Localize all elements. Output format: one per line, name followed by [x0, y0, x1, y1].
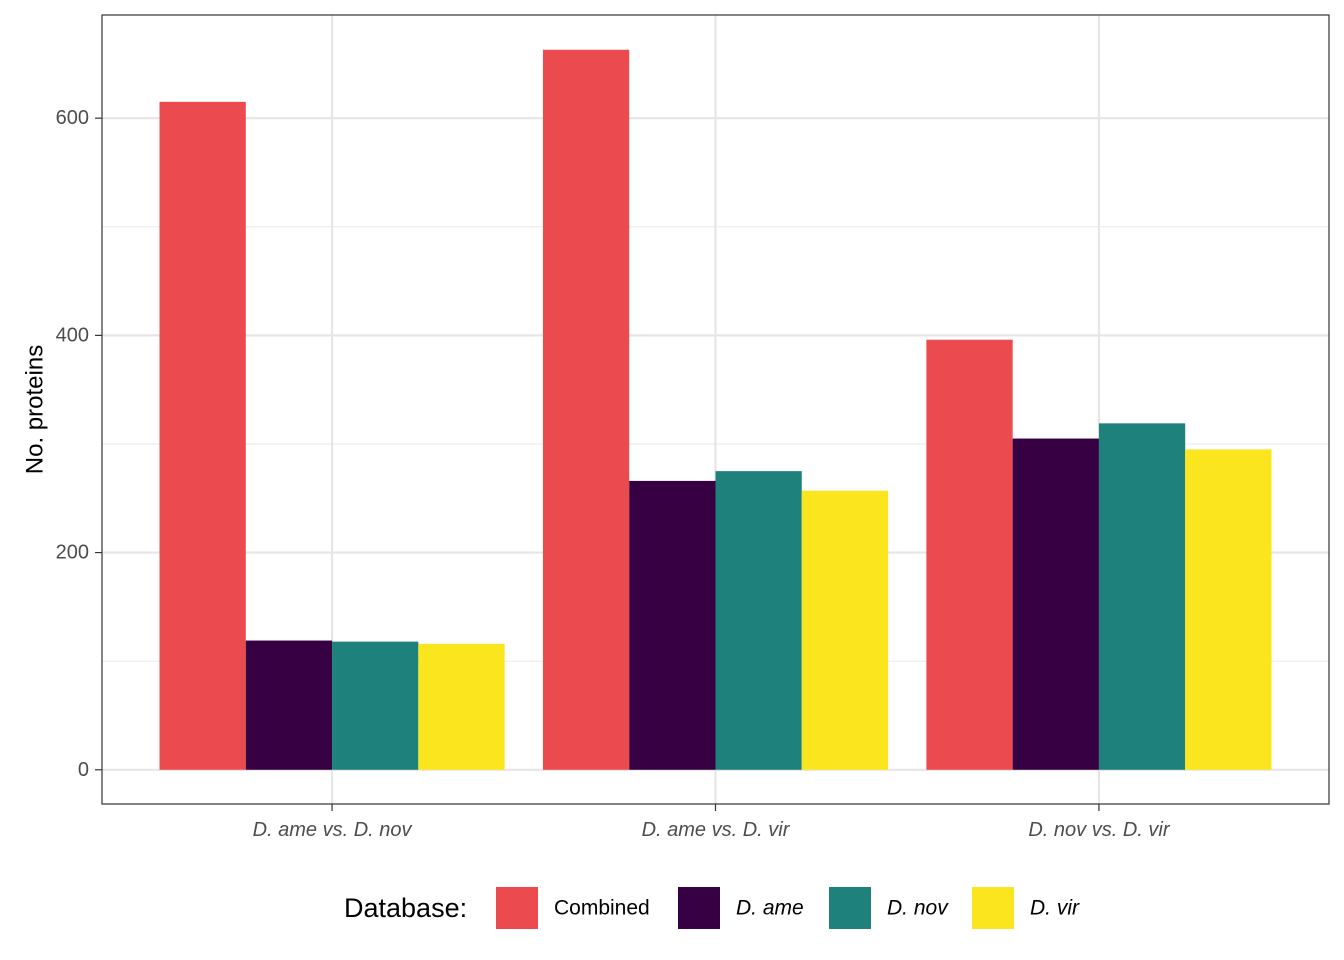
y-axis: 0 200 400 600: [56, 107, 102, 781]
bar: [1185, 449, 1272, 770]
x-tick-label: D. ame vs. D. vir: [642, 819, 791, 841]
y-axis-title: No. proteins: [22, 345, 49, 474]
x-tick-label: D. ame vs. D. nov: [253, 819, 413, 841]
y-tick-label: 600: [56, 107, 89, 129]
bar: [332, 641, 419, 770]
bar: [715, 471, 802, 770]
legend-key: [678, 887, 720, 929]
y-tick-label: 200: [56, 542, 89, 564]
bar: [418, 643, 505, 770]
bar: [1098, 423, 1186, 770]
x-axis: D. ame vs. D. nov D. ame vs. D. vir D. nov…: [253, 804, 1171, 841]
legend-label: D. ame: [736, 897, 804, 920]
legend-key: [496, 887, 538, 929]
bars: [159, 49, 1272, 770]
bar: [629, 480, 716, 770]
legend-label: D. nov: [887, 897, 949, 920]
bar: [542, 49, 630, 770]
bar: [801, 490, 889, 770]
legend-key: [972, 887, 1014, 929]
legend-label: D. vir: [1030, 897, 1080, 920]
bar: [245, 640, 333, 770]
legend-title: Database:: [344, 893, 467, 923]
bar: [1012, 438, 1099, 770]
y-tick-label: 0: [78, 759, 89, 781]
x-tick-label: D. nov vs. D. vir: [1028, 819, 1170, 841]
bar: [926, 339, 1013, 770]
legend: Database: Combined D. ame D. nov D. vir: [344, 887, 1080, 929]
legend-key: [829, 887, 871, 929]
y-tick-label: 400: [56, 324, 89, 346]
bar: [159, 101, 246, 770]
legend-label: Combined: [554, 897, 650, 920]
